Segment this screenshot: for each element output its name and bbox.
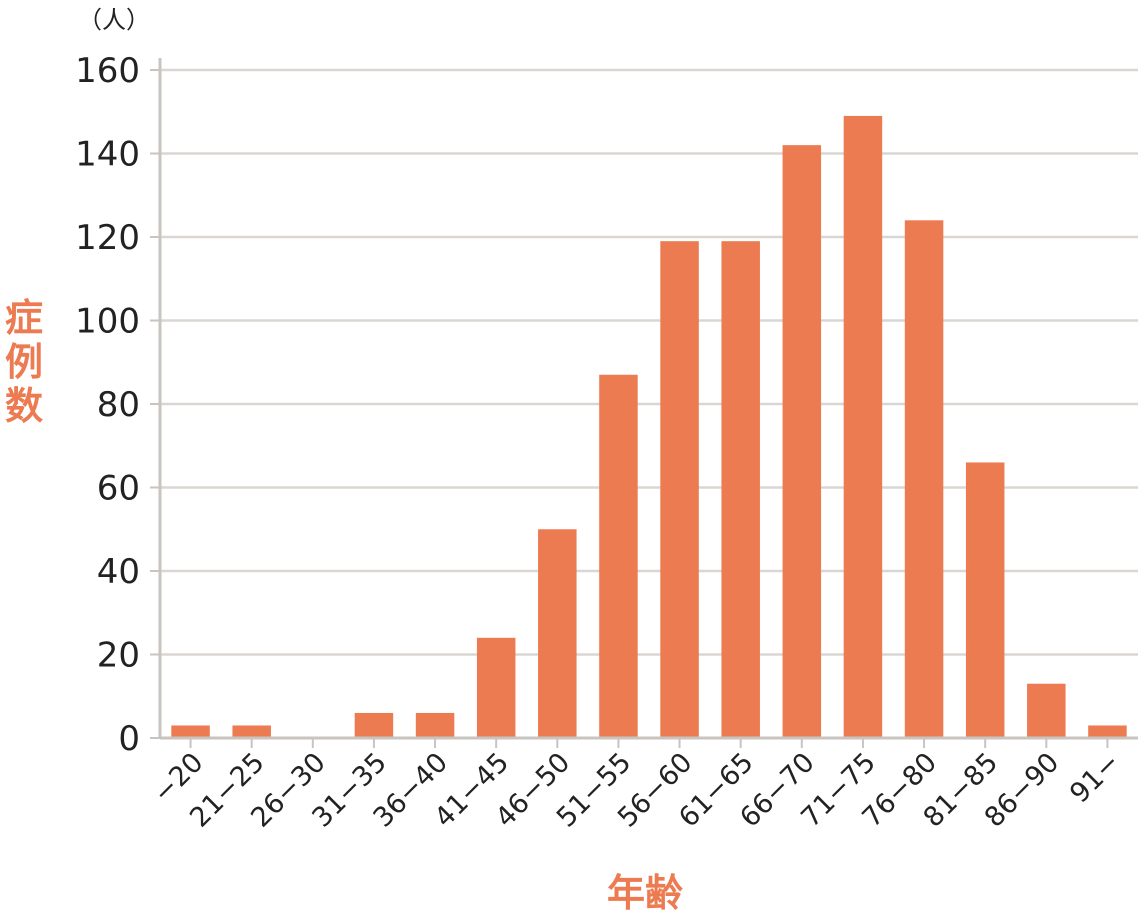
y-tick-label: 80: [97, 385, 140, 425]
y-tick-label: 140: [75, 135, 140, 175]
y-tick-label: 160: [75, 51, 140, 91]
bars: [171, 115, 1127, 739]
y-axis-title-char: 数: [5, 384, 43, 428]
y-tick-label: 120: [75, 218, 140, 258]
bar: [599, 374, 638, 738]
y-axis-title: 症例数: [5, 296, 43, 428]
bar: [232, 725, 271, 738]
y-tick-label: 40: [97, 552, 140, 592]
y-axis-unit: （人）: [78, 6, 150, 34]
bar: [721, 241, 760, 739]
bar: [1088, 725, 1127, 738]
x-axis-title: 年齢: [607, 871, 683, 915]
y-tick-label: 0: [118, 719, 140, 759]
x-tick-label: 91−: [1064, 747, 1126, 809]
bar: [904, 220, 944, 739]
axes: [150, 58, 1138, 748]
bar: [1027, 683, 1066, 738]
bar: [354, 712, 394, 738]
bar: [171, 725, 210, 738]
bar: [843, 115, 883, 739]
bar: [538, 529, 577, 738]
bar: [415, 712, 455, 738]
y-axis-title-char: 症: [5, 296, 43, 340]
bar: [965, 462, 1005, 738]
bar: [782, 145, 822, 738]
bar: [476, 637, 516, 738]
y-tick-label: 100: [75, 302, 140, 342]
y-axis-title-char: 例: [5, 340, 43, 384]
gridlines: [160, 68, 1138, 656]
y-tick-label: 60: [97, 469, 140, 509]
y-tick-label: 20: [97, 636, 140, 676]
bar: [660, 241, 699, 739]
